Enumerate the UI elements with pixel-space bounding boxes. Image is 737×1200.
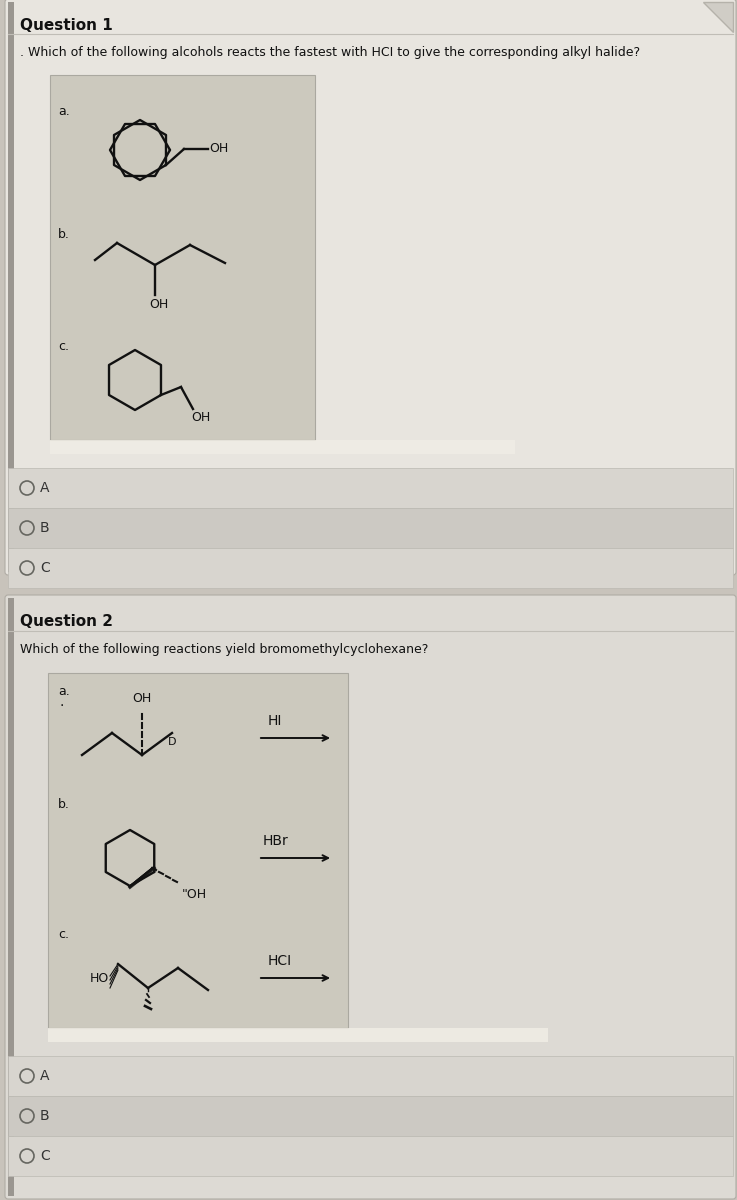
- Text: B: B: [40, 1109, 49, 1123]
- Text: OH: OH: [209, 143, 228, 156]
- Text: c.: c.: [58, 928, 69, 941]
- Text: Question 1: Question 1: [20, 18, 113, 32]
- Text: . Which of the following alcohols reacts the fastest with HCI to give the corres: . Which of the following alcohols reacts…: [20, 46, 640, 59]
- Text: .: .: [60, 695, 64, 709]
- Text: HBr: HBr: [263, 834, 289, 848]
- Text: Question 2: Question 2: [20, 614, 113, 629]
- Bar: [8, 1136, 733, 1176]
- Bar: [8, 2, 14, 572]
- Bar: [48, 673, 348, 1028]
- Text: C: C: [40, 560, 50, 575]
- Bar: [8, 1096, 733, 1136]
- Text: D: D: [168, 737, 176, 746]
- Bar: [48, 1028, 548, 1042]
- Bar: [50, 440, 515, 454]
- Text: a.: a.: [58, 685, 70, 698]
- Text: A: A: [40, 1069, 49, 1082]
- Text: OH: OH: [191, 410, 210, 424]
- Bar: [50, 74, 315, 440]
- Text: c.: c.: [58, 340, 69, 353]
- Bar: [8, 548, 733, 588]
- FancyBboxPatch shape: [5, 0, 736, 575]
- Text: HCI: HCI: [268, 954, 292, 968]
- Text: OH: OH: [132, 692, 151, 704]
- Bar: [8, 468, 733, 508]
- Text: b.: b.: [58, 798, 70, 811]
- Text: OH: OH: [149, 298, 168, 311]
- FancyBboxPatch shape: [5, 595, 736, 1199]
- Polygon shape: [703, 2, 733, 32]
- Text: HI: HI: [268, 714, 282, 728]
- Bar: [8, 1056, 733, 1096]
- Bar: [8, 598, 14, 1196]
- Text: B: B: [40, 521, 49, 535]
- Text: a.: a.: [58, 104, 70, 118]
- Text: b.: b.: [58, 228, 70, 241]
- Text: A: A: [40, 481, 49, 494]
- Text: "OH: "OH: [182, 888, 207, 901]
- Bar: [8, 508, 733, 548]
- Text: Which of the following reactions yield bromomethylcyclohexane?: Which of the following reactions yield b…: [20, 643, 428, 656]
- Text: C: C: [40, 1150, 50, 1163]
- Text: HO: HO: [90, 972, 109, 984]
